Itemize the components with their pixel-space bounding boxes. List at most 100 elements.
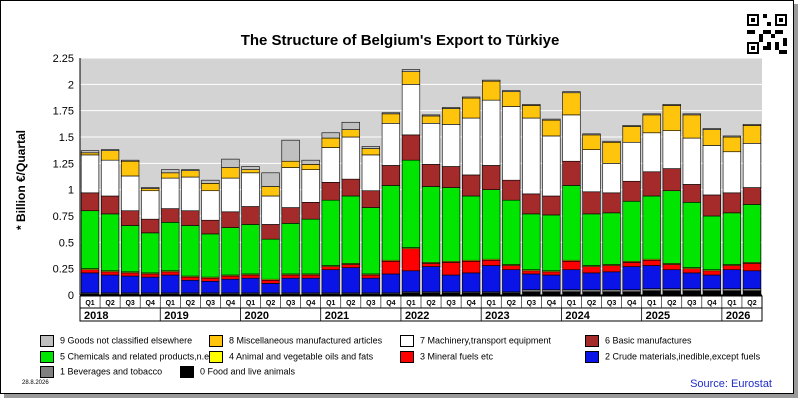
bar-segment-1 <box>662 288 681 292</box>
x-tick-label: Q3 <box>527 300 536 307</box>
x-tick-label: Q1 <box>246 300 255 307</box>
legend-swatch <box>209 351 223 363</box>
bar-segment-2 <box>642 265 661 289</box>
legend-label: 5 Chemicals and related products,n.e.s. <box>60 351 219 362</box>
bar-segment-5 <box>181 225 200 277</box>
legend-item: 2 Crude materials,inedible,except fuels <box>585 351 760 363</box>
bar-segment-3 <box>421 263 441 267</box>
bar-segment-5 <box>742 204 762 263</box>
bar-segment-8 <box>241 169 260 174</box>
bar-segment-3 <box>642 259 661 266</box>
bar-segment-2 <box>121 275 140 294</box>
bar-segment-2 <box>482 265 501 293</box>
bar-segment-7 <box>321 147 340 183</box>
x-tick-label: Q4 <box>466 300 475 307</box>
x-tick-label: Q1 <box>326 300 335 307</box>
bar-segment-2 <box>542 274 561 291</box>
bar-segment-7 <box>261 195 280 225</box>
bar-segment-8 <box>662 105 681 131</box>
y-tick-label: 2.25 <box>53 53 74 65</box>
x-tick-label: Q3 <box>446 300 455 307</box>
bar-segment-5 <box>321 199 340 266</box>
legend-swatch <box>40 351 54 363</box>
bar-segment-7 <box>80 154 100 194</box>
bar-segment-3 <box>341 264 360 268</box>
bar-segment-5 <box>281 223 300 275</box>
bar-segment-9 <box>642 113 661 116</box>
legend-label: 2 Crude materials,inedible,except fuels <box>605 351 761 362</box>
year-label: 2026 <box>726 310 750 322</box>
bar-segment-6 <box>482 165 501 190</box>
bar-segment-7 <box>622 141 641 182</box>
bar-segment-8 <box>742 125 762 144</box>
bar-segment-2 <box>582 272 601 291</box>
bar-segment-3 <box>221 275 240 280</box>
bar-segment-6 <box>181 210 200 226</box>
bar-segment-8 <box>261 186 280 197</box>
bar-segment-6 <box>341 178 360 197</box>
year-row <box>79 307 763 322</box>
bar-segment-2 <box>80 272 100 294</box>
bar-segment-6 <box>502 179 521 201</box>
bar-segment-9 <box>542 118 561 121</box>
bar-segment-6 <box>141 218 160 234</box>
bar-segment-6 <box>80 192 100 212</box>
bar-segment-3 <box>441 262 461 276</box>
bar-segment-3 <box>582 266 601 274</box>
bar-segment-8 <box>100 150 120 161</box>
bar-segment-5 <box>361 207 380 275</box>
bar-segment-8 <box>221 167 240 179</box>
bar-segment-7 <box>602 163 621 194</box>
bar-segment-9 <box>441 107 461 109</box>
bar-segment-1 <box>702 288 721 292</box>
bar-segment-1 <box>562 289 581 293</box>
bar-segment-2 <box>241 277 260 294</box>
bar-segment-0 <box>662 290 681 296</box>
bar-segment-2 <box>441 274 461 293</box>
bar-segment-1 <box>642 288 661 292</box>
x-tick-label: Q1 <box>487 300 496 307</box>
bar-segment-9 <box>562 91 581 94</box>
bar-segment-7 <box>662 130 681 169</box>
x-tick-label: Q1 <box>166 300 175 307</box>
x-tick-label: Q1 <box>727 300 736 307</box>
x-tick-label: Q4 <box>306 300 315 307</box>
bar-segment-3 <box>141 273 160 278</box>
bar-segment-7 <box>421 123 441 165</box>
bar-segment-6 <box>702 194 721 217</box>
bar-segment-6 <box>201 219 220 235</box>
bar-segment-9 <box>341 121 360 130</box>
legend-label: 3 Mineral fuels etc <box>420 351 494 362</box>
bar-segment-8 <box>462 97 481 119</box>
bar-segment-6 <box>421 164 441 187</box>
bar-segment-3 <box>181 276 200 281</box>
bar-segment-9 <box>201 179 220 184</box>
bar-segment-1 <box>522 289 541 293</box>
bar-segment-2 <box>100 274 120 294</box>
y-tick-label: 1.25 <box>53 158 74 170</box>
x-tick-label: Q4 <box>627 300 636 307</box>
bar-segment-3 <box>281 274 300 279</box>
bar-segment-1 <box>722 288 742 292</box>
bar-segment-9 <box>381 112 401 115</box>
bar-segment-8 <box>421 115 441 124</box>
x-tick-label: Q3 <box>687 300 696 307</box>
bar-segment-7 <box>542 135 561 197</box>
legend-swatch <box>40 366 54 378</box>
bar-segment-8 <box>161 172 180 179</box>
bar-segment-9 <box>161 169 180 174</box>
legend-label: 9 Goods not classified elsewhere <box>60 335 193 346</box>
source-note: Source: Eurostat <box>690 378 772 390</box>
bar-segment-9 <box>662 104 681 106</box>
bar-segment-8 <box>401 71 421 85</box>
bar-segment-8 <box>702 129 721 146</box>
x-tick-label: Q4 <box>146 300 155 307</box>
legend-label: 0 Food and live animals <box>200 366 296 377</box>
bar-segment-5 <box>421 186 441 263</box>
bar-segment-6 <box>522 193 541 215</box>
bar-segment-2 <box>662 269 681 289</box>
bar-segment-5 <box>201 233 220 278</box>
bar-segment-8 <box>482 80 501 101</box>
bar-segment-7 <box>441 124 461 167</box>
bar-segment-0 <box>702 290 721 296</box>
